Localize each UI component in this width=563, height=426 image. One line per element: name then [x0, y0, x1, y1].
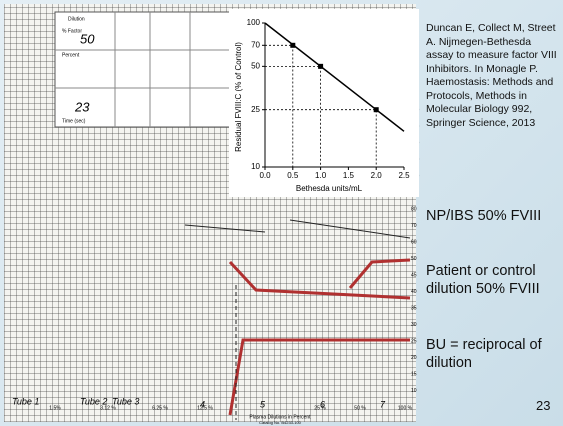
paper-y-label: 60 [411, 239, 417, 245]
x-tick-label: 2.0 [371, 171, 383, 180]
slide-number: 23 [536, 398, 551, 413]
handwritten: Tube 2 [80, 396, 107, 406]
point [373, 107, 379, 113]
form-label: Dilution [68, 16, 85, 22]
paper-catalog: Catalog No. B4233-100 [259, 420, 302, 425]
x-tick-label: 0.0 [259, 171, 271, 180]
form-label: Time (sec) [62, 118, 86, 124]
handwritten: 50 [80, 31, 95, 46]
paper-caption: Plasma Dilutions in Percent [249, 414, 311, 420]
x-tick-label: 1.5 [343, 171, 355, 180]
paper-y-label: 50 [411, 256, 417, 262]
citation: Duncan E, Collect M, Street A. Nijmegen-… [426, 22, 557, 129]
paper-y-label: 40 [411, 289, 417, 295]
y-tick-label: 10 [251, 162, 260, 171]
y-tick-label: 50 [251, 61, 260, 70]
inset-chart: Residual FVIII:C (% of Control) Bethesda… [229, 9, 419, 197]
x-tick-label: 0.5 [287, 171, 299, 180]
guide-line [265, 65, 321, 167]
paper-y-label: 30 [411, 322, 417, 328]
paper-x-label: 1.5% [49, 405, 61, 411]
handwritten: 23 [74, 99, 90, 114]
paper-y-label: 80 [411, 206, 417, 212]
paper-y-label: 25 [411, 338, 417, 344]
red-traces [228, 258, 411, 416]
point [318, 63, 324, 69]
fit-line [264, 22, 405, 132]
handwritten: Tube 1 [12, 396, 39, 406]
handwritten: 4 [200, 399, 205, 409]
guide-line [265, 44, 294, 167]
handwritten: Tube 3 [112, 396, 139, 406]
paper-x-label: 25 % [314, 405, 326, 411]
point [290, 42, 296, 48]
form-grid [55, 12, 230, 127]
y-tick-label: 100 [247, 18, 261, 27]
handwritten: 7 [380, 399, 386, 409]
paper-y-label: 20 [411, 355, 417, 361]
x-axis-label: Bethesda units/mL [296, 184, 363, 193]
paper-y-label: 70 [411, 223, 417, 229]
pencil-lines [184, 219, 411, 420]
y-tick-label: 25 [251, 105, 260, 114]
y-axis-label: Residual FVIII:C (% of Control) [234, 42, 243, 152]
x-tick-label: 2.5 [398, 171, 410, 180]
form-box [54, 11, 231, 128]
bullet: Patient or control dilution 50% FVIII [426, 263, 540, 297]
handwritten: 6 [320, 399, 325, 409]
form-label: % Factor [62, 28, 82, 34]
bullet: NP/IBS 50% FVIII [426, 208, 542, 224]
guide-line [265, 109, 377, 167]
paper-y-label: 15 [411, 371, 417, 377]
handwritten: 5 [260, 399, 266, 409]
paper-y-label: 10 [411, 388, 417, 394]
paper-x-label: 3.12 % [100, 405, 116, 411]
bullet: BU = reciprocal of dilution [426, 337, 542, 371]
paper-y-label: 45 [411, 272, 417, 278]
y-tick-label: 70 [251, 40, 260, 49]
paper-x-label: 100 % [398, 405, 413, 411]
paper-x-label: 6.25 % [152, 405, 168, 411]
x-tick-label: 1.0 [315, 171, 327, 180]
paper-y-label: 35 [411, 305, 417, 311]
paper-x-label: 50 % [354, 405, 366, 411]
paper-x-label: 12.5 % [197, 405, 213, 411]
form-label: Percent [62, 52, 80, 58]
